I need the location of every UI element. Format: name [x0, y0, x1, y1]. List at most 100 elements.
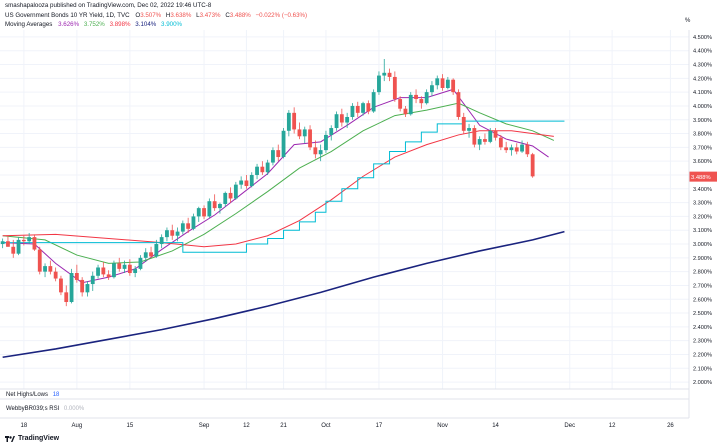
candle-body [350, 105, 355, 117]
y-tick-label: 3.200% [693, 214, 712, 220]
y-tick-label: 3.600% [693, 159, 712, 165]
candle-body [387, 72, 392, 77]
candle-body [69, 273, 74, 303]
candle-body [514, 147, 519, 152]
y-tick-label: 2.600% [693, 297, 712, 303]
ohlc-open: O3.507% [135, 12, 162, 19]
y-tick-label: 3.000% [693, 242, 712, 248]
price-unit-label: % [685, 18, 691, 24]
ma-value-3: 3.898% [109, 21, 131, 28]
candle-body [228, 192, 233, 199]
candle-body [6, 241, 10, 247]
candle-body [59, 278, 63, 293]
symbol-legend: US Government Bonds 10 YR Yield, 1D, TVC… [5, 12, 307, 19]
y-tick-label: 2.000% [693, 380, 712, 386]
candle-body [472, 128, 477, 145]
candle-body [477, 139, 482, 145]
candle-body [37, 249, 42, 272]
ma-value-2: 3.752% [83, 21, 105, 28]
candle-body [16, 239, 21, 254]
ohlc-high: H3.638% [165, 12, 192, 19]
y-tick-label: 4.200% [693, 76, 712, 82]
candle-body [202, 208, 206, 217]
candle-body [244, 180, 249, 187]
candle-body [106, 274, 111, 278]
candle-body [276, 150, 281, 158]
candle-body [329, 128, 334, 135]
candle-body [165, 230, 169, 238]
y-tick-label: 4.300% [693, 63, 712, 69]
candle-body [424, 92, 429, 104]
candle-body [419, 99, 424, 104]
candle-body [334, 114, 339, 129]
y-tick-label: 3.800% [693, 132, 712, 138]
candle-body [90, 275, 95, 285]
candle-body [297, 129, 302, 137]
ma-value-4: 3.104% [135, 21, 157, 28]
candle-body [117, 263, 122, 269]
candle-body [122, 264, 127, 269]
y-tick-label: 2.500% [693, 311, 712, 317]
y-tick-label: 3.100% [693, 228, 712, 234]
candle-body [324, 134, 328, 151]
candle-body [456, 92, 461, 117]
candle-body [212, 201, 217, 209]
candle-body [382, 72, 387, 76]
ma-line-ma_cyan [2, 120, 565, 253]
candle-body [223, 192, 228, 204]
net-highs-lows-value: 18 [52, 392, 60, 398]
x-tick-label: 26 [667, 423, 674, 429]
x-tick-label: 21 [280, 423, 287, 429]
candle-body [308, 129, 312, 148]
net-highs-lows-label[interactable]: Net Highs/Lows 18 [6, 392, 60, 398]
ma-value-5: 3.900% [161, 21, 183, 28]
candle-body [377, 75, 381, 93]
candle-body [0, 241, 5, 245]
candle-body [207, 201, 212, 217]
candles [0, 58, 535, 307]
candle-body [302, 129, 307, 137]
ma-legend-label: Moving Averages [5, 21, 53, 28]
candle-body [271, 150, 275, 163]
candle-body [239, 180, 244, 185]
y-tick-label: 2.700% [693, 283, 712, 289]
candle-body [520, 144, 524, 152]
candle-body [112, 263, 116, 278]
y-tick-label: 4.100% [693, 90, 712, 96]
grid-lines [0, 30, 689, 389]
ohlc-close: C3.488% [225, 12, 251, 19]
y-tick-label: 2.300% [693, 339, 712, 345]
rsi-label[interactable]: WebbyBR039;s RSI 0.000% [6, 406, 85, 412]
x-tick-label: 12 [609, 423, 616, 429]
candle-body [509, 147, 514, 151]
candle-body [281, 130, 286, 158]
symbol-name: US Government Bonds 10 YR Yield, 1D, TVC [5, 12, 130, 19]
candle-body [345, 116, 350, 123]
time-axis: 18 Aug 15 Sep 12 21 Oct 17 Nov 14 Dec 12 26 [21, 423, 675, 429]
candle-body [255, 166, 259, 175]
x-tick-label: 12 [243, 423, 250, 429]
candle-body [530, 154, 535, 177]
candle-body [32, 237, 37, 250]
y-tick-label: 2.900% [693, 256, 712, 262]
ma-legend: Moving Averages 3.626% 3.752% 3.898% 3.1… [5, 21, 182, 28]
candle-body [371, 92, 376, 112]
candle-body [483, 139, 487, 142]
x-tick-label: 18 [21, 423, 28, 429]
candle-body [170, 230, 175, 236]
y-tick-label: 4.400% [693, 49, 712, 55]
candle-body [27, 237, 32, 242]
y-tick-label: 2.800% [693, 270, 712, 276]
candle-body [488, 130, 493, 142]
candle-body [249, 174, 254, 187]
candle-body [96, 267, 100, 276]
ma-line-ma_navy [2, 230, 565, 359]
candle-body [313, 147, 318, 155]
candle-body [11, 246, 16, 254]
y-tick-label: 4.500% [693, 35, 712, 41]
candle-body [186, 223, 191, 229]
candle-body [430, 85, 434, 93]
y-tick-label: 4.000% [693, 104, 712, 110]
